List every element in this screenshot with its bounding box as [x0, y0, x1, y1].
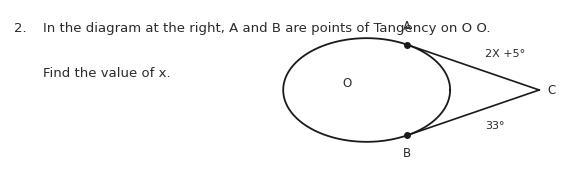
Text: 2X +5°: 2X +5°: [485, 49, 526, 59]
Text: 33°: 33°: [485, 121, 505, 131]
Text: 2.: 2.: [14, 22, 27, 35]
Text: B: B: [403, 147, 411, 160]
Text: Find the value of x.: Find the value of x.: [43, 67, 170, 80]
Text: O: O: [342, 76, 352, 90]
Text: A: A: [403, 20, 411, 33]
Text: C: C: [548, 84, 556, 96]
Text: In the diagram at the right, A and B are points of Tangency on O O.: In the diagram at the right, A and B are…: [43, 22, 490, 35]
